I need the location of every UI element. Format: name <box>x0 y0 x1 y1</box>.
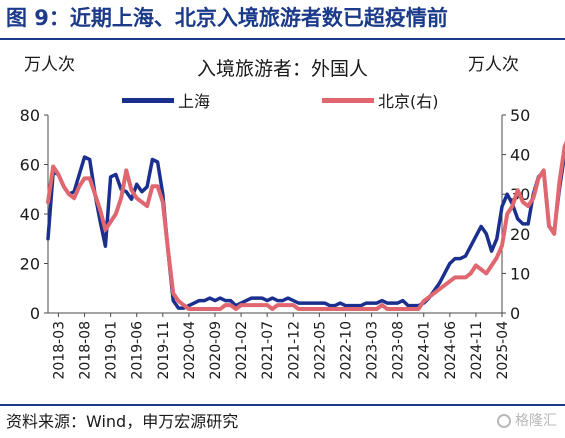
title-divider <box>0 38 565 40</box>
y-left-tick-label: 60 <box>20 156 40 175</box>
bottom-divider <box>0 404 565 406</box>
x-tick-label: 2022-05 <box>312 321 328 380</box>
y-right-tick-label: 40 <box>510 146 530 165</box>
x-tick-label: 2023-08 <box>391 321 407 380</box>
y-right-tick-label: 50 <box>510 106 530 125</box>
series-line-shanghai <box>46 150 565 310</box>
watermark: 格隆汇 <box>497 410 557 430</box>
right-axis-unit: 万人次 <box>468 55 519 75</box>
y-right-tick-label: 20 <box>510 225 530 244</box>
legend-swatch-beijing <box>322 98 374 103</box>
x-tick-label: 2020-09 <box>208 321 224 380</box>
legend-label-beijing: 北京(右) <box>378 92 439 111</box>
source-note: 资料来源：Wind，申万宏源研究 <box>6 412 239 431</box>
y-right-tick-label: 10 <box>510 264 530 283</box>
left-axis-unit: 万人次 <box>24 55 75 75</box>
chart-legend: 上海 北京(右) <box>0 88 565 112</box>
x-tick-label: 2023-03 <box>365 321 381 380</box>
x-tick-label: 2025-04 <box>495 321 511 380</box>
legend-swatch-shanghai <box>122 98 174 103</box>
series-line-beijing <box>46 140 565 311</box>
chart-subtitle: 入境旅游者：外国人 <box>196 58 368 80</box>
x-tick-label: 2018-08 <box>78 321 94 380</box>
y-left-tick-label: 40 <box>20 205 40 224</box>
watermark-text: 格隆汇 <box>515 413 557 429</box>
x-tick-label: 2021-07 <box>260 321 276 380</box>
y-left-tick-label: 80 <box>20 106 40 125</box>
y-left-tick-label: 0 <box>30 304 40 323</box>
x-tick-label: 2019-01 <box>104 321 120 380</box>
x-tick-label: 2024-01 <box>417 321 433 380</box>
x-tick-label: 2018-03 <box>51 321 67 380</box>
x-tick-label: 2019-11 <box>156 321 172 380</box>
x-tick-label: 2020-04 <box>182 321 198 380</box>
x-tick-label: 2019-06 <box>130 321 146 380</box>
x-tick-label: 2021-02 <box>234 321 250 380</box>
y-left-tick-label: 20 <box>20 255 40 274</box>
y-right-tick-label: 0 <box>510 304 520 323</box>
legend-label-shanghai: 上海 <box>178 92 211 111</box>
x-tick-label: 2022-10 <box>338 321 354 380</box>
x-tick-label: 2021-12 <box>286 321 302 380</box>
figure-title: 图 9：近期上海、北京入境旅游者数已超疫情前 <box>6 6 448 30</box>
x-tick-label: 2024-06 <box>443 321 459 380</box>
x-tick-label: 2024-11 <box>469 321 485 380</box>
watermark-logo-icon <box>497 414 511 428</box>
